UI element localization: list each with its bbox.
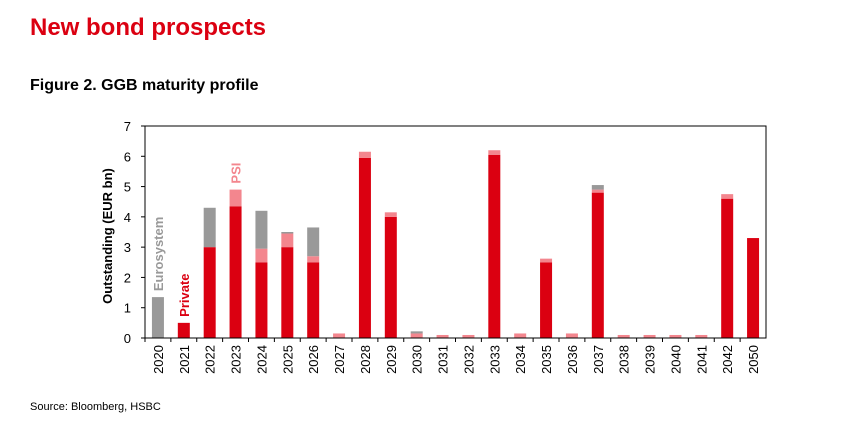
bar-private-2026 (307, 262, 320, 338)
x-tick-label: 2027 (332, 345, 347, 374)
bar-psi-2027 (333, 333, 346, 338)
x-tick-label: 2025 (280, 345, 295, 374)
x-tick-label: 2024 (254, 345, 269, 374)
y-tick-label: 2 (124, 270, 131, 285)
bar-private-2021 (177, 322, 190, 338)
y-tick-label: 4 (124, 210, 131, 225)
y-tick-label: 0 (124, 331, 131, 346)
bar-psi-2033 (488, 150, 501, 155)
y-tick-label: 6 (124, 149, 131, 164)
bar-private-2033 (488, 154, 501, 338)
y-axis-label: Outstanding (EUR bn) (100, 168, 115, 304)
bar-private-2023 (229, 206, 242, 338)
source-note: Source: Bloomberg, HSBC (30, 401, 161, 413)
series-labels: Eurosystem Private PSI (151, 163, 244, 317)
bar-private-2050 (747, 238, 760, 338)
bar-psi-2026 (307, 256, 320, 263)
x-tick-label: 2030 (410, 345, 425, 374)
series-label-private: Private (177, 273, 192, 316)
x-tick-label: 2050 (746, 345, 761, 374)
bar-eurosystem-2024 (255, 210, 268, 249)
bar-psi-2025 (281, 233, 294, 248)
bar-psi-2030 (410, 333, 423, 338)
bar-psi-2031 (436, 334, 449, 338)
x-tick-label: 2022 (203, 345, 218, 374)
series-label-psi: PSI (229, 163, 244, 184)
y-tick-label: 1 (124, 301, 131, 316)
headline: New bond prospects (30, 14, 267, 41)
bar-private-2037 (591, 192, 604, 338)
bar-psi-2028 (358, 151, 371, 158)
bar-psi-2032 (462, 334, 475, 338)
x-tick-label: 2034 (513, 345, 528, 374)
bar-psi-2034 (514, 333, 527, 338)
y-axis: 0 1 2 3 4 5 6 7 (124, 119, 145, 346)
bar-private-2025 (281, 247, 294, 338)
x-tick-label: 2031 (436, 345, 451, 374)
x-tick-label: 2036 (565, 345, 580, 374)
x-axis: 2020 2021 2022 2023 2024 2025 2026 2027 2028 2029… (144, 338, 761, 374)
y-tick-label: 5 (124, 180, 131, 195)
bar-psi-2041 (695, 334, 708, 338)
series-label-eurosystem: Eurosystem (151, 217, 166, 291)
bar-psi-2038 (617, 334, 630, 338)
bar-private-2024 (255, 262, 268, 338)
x-tick-label: 2020 (151, 345, 166, 374)
x-tick-label: 2033 (487, 345, 502, 374)
bar-eurosystem-2025 (281, 232, 294, 234)
bar-private-2042 (721, 198, 734, 338)
bar-psi-2036 (565, 333, 578, 338)
bars (151, 150, 760, 338)
x-tick-label: 2029 (384, 345, 399, 374)
bar-psi-2039 (643, 334, 656, 338)
bar-eurosystem-2037 (591, 185, 604, 190)
bar-psi-2040 (669, 334, 682, 338)
bar-private-2029 (384, 216, 397, 338)
bar-psi-2029 (384, 212, 397, 217)
x-tick-label: 2028 (358, 345, 373, 374)
bar-psi-2023 (229, 189, 242, 207)
x-tick-label: 2032 (461, 345, 476, 374)
x-tick-label: 2023 (229, 345, 244, 374)
x-tick-label: 2042 (720, 345, 735, 374)
bar-eurosystem-2020 (151, 297, 164, 338)
x-tick-label: 2035 (539, 345, 554, 374)
bar-psi-2024 (255, 248, 268, 263)
bar-eurosystem-2022 (203, 207, 216, 248)
x-tick-label: 2021 (177, 345, 192, 374)
x-tick-label: 2038 (617, 345, 632, 374)
bar-private-2028 (358, 157, 371, 338)
bar-psi-2035 (540, 258, 553, 263)
x-tick-label: 2037 (591, 345, 606, 374)
bar-psi-2037 (591, 189, 604, 193)
bar-eurosystem-2030 (410, 331, 423, 334)
y-tick-label: 3 (124, 240, 131, 255)
x-tick-label: 2040 (668, 345, 683, 374)
bar-psi-2042 (721, 194, 734, 199)
plot-frame (144, 125, 767, 339)
y-tick-label: 7 (124, 119, 131, 134)
x-tick-label: 2039 (643, 345, 658, 374)
bar-eurosystem-2026 (307, 227, 320, 257)
bar-private-2022 (203, 247, 216, 338)
x-tick-label: 2041 (694, 345, 709, 374)
x-tick-label: 2026 (306, 345, 321, 374)
bar-private-2035 (540, 262, 553, 338)
figure-title: Figure 2. GGB maturity profile (30, 77, 259, 94)
